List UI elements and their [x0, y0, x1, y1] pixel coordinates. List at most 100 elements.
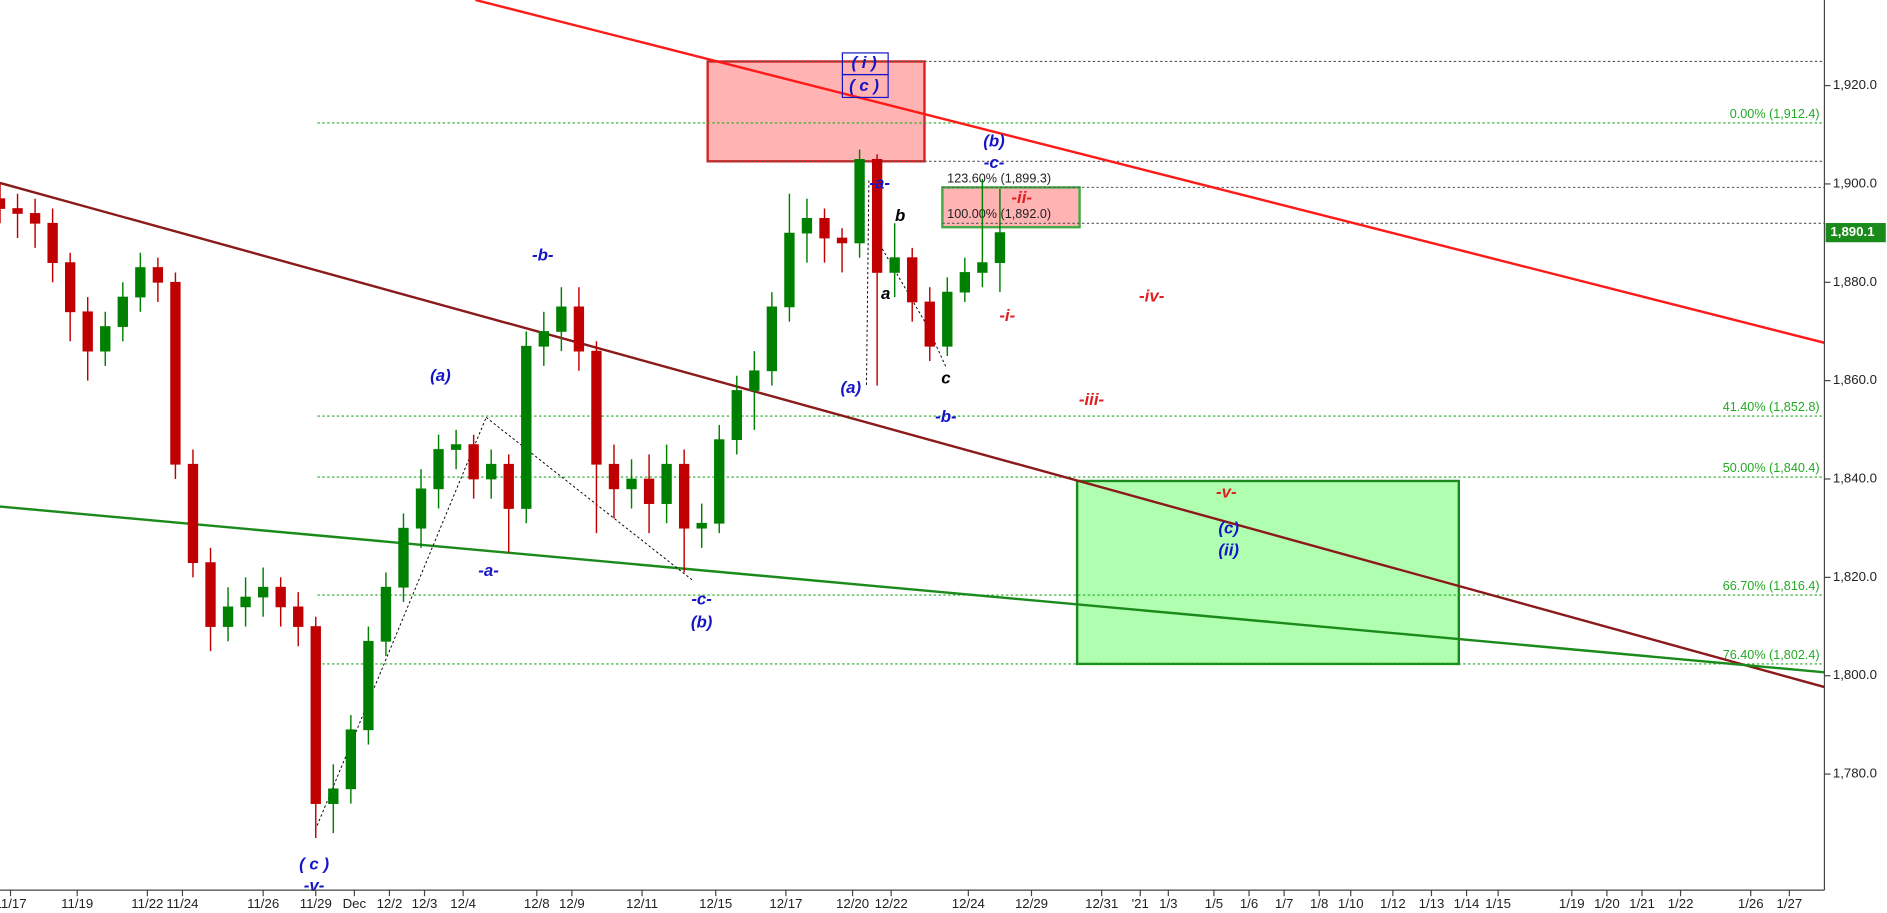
- zone: [941, 186, 1081, 229]
- candle-body: [222, 606, 234, 627]
- candle-body: [415, 488, 427, 529]
- candle-body: [345, 729, 357, 790]
- wave-label: ( c ): [849, 76, 879, 95]
- x-tick-label: 11/17: [0, 896, 27, 911]
- x-tick-label: 11/24: [166, 896, 198, 911]
- candle-body: [521, 345, 532, 509]
- wave-label: (a): [430, 366, 451, 385]
- wave-guides: [314, 52, 947, 831]
- x-tick-label: 1/3: [1159, 896, 1177, 911]
- candle-body: [468, 444, 479, 480]
- candle-body: [854, 158, 865, 244]
- level-label: 66.70% (1,816.4): [1723, 579, 1820, 593]
- x-tick-label: 1/20: [1594, 896, 1620, 911]
- candle-body: [907, 257, 918, 303]
- x-tick-label: 11/22: [131, 896, 163, 911]
- candle-body: [801, 217, 813, 234]
- candle-body: [152, 267, 164, 283]
- level-label: 100.00% (1,892.0): [947, 207, 1051, 221]
- candle-body: [82, 311, 93, 352]
- candle-body: [486, 463, 497, 480]
- guide-line: [485, 417, 693, 581]
- wave-label: -b-: [532, 246, 554, 265]
- candle-body: [836, 237, 848, 244]
- x-tick-label: 12/4: [450, 896, 476, 911]
- candle-body: [117, 296, 128, 327]
- candle-body: [643, 478, 655, 504]
- candle-body: [977, 262, 988, 273]
- candle-body: [678, 463, 690, 529]
- wave-box: [841, 73, 889, 99]
- candle-body: [170, 281, 181, 465]
- candle-body: [12, 208, 23, 214]
- x-tick-label: 1/19: [1559, 896, 1585, 911]
- candle-body: [275, 586, 286, 608]
- wave-label: (b): [983, 131, 1005, 150]
- candle-body: [47, 222, 58, 263]
- candle-body: [135, 267, 146, 298]
- zone: [1075, 479, 1461, 666]
- trendline: [0, 181, 1825, 689]
- wave-label: -v-: [304, 876, 325, 895]
- level-label: 41.40% (1,852.8): [1723, 400, 1820, 414]
- candle-body: [661, 463, 672, 504]
- x-tick-label: 11/26: [247, 896, 279, 911]
- wave-label: -c-: [691, 590, 712, 609]
- zones: [706, 60, 1461, 666]
- x-tick-label: 1/10: [1338, 896, 1364, 911]
- wave-label: (c): [1218, 519, 1239, 538]
- x-tick-label: 1/5: [1205, 896, 1223, 911]
- x-tick-label: 12/24: [952, 896, 985, 911]
- candle-body: [0, 198, 6, 209]
- candle-body: [994, 232, 1006, 263]
- candle-body: [363, 640, 374, 731]
- x-tick-label: 1/7: [1275, 896, 1293, 911]
- wave-label: -c-: [984, 153, 1005, 172]
- trendlines: [0, 0, 1825, 689]
- wave-label: -ii-: [1011, 188, 1032, 207]
- candles: [0, 149, 1006, 839]
- wave-label: (b): [691, 613, 713, 632]
- x-tick-label: 12/9: [559, 896, 585, 911]
- level-label: 0.00% (1,912.4): [1730, 107, 1820, 121]
- last-price-label: 1,890.1: [1830, 224, 1874, 239]
- candle-body: [573, 306, 585, 352]
- candle-body: [29, 213, 41, 224]
- x-tick-label: 1/14: [1454, 896, 1480, 911]
- x-tick-label: 1/8: [1310, 896, 1328, 911]
- x-tick-label: 1/21: [1629, 896, 1655, 911]
- wave-label: -i-: [999, 306, 1015, 325]
- level-label: 123.60% (1,899.3): [947, 171, 1051, 185]
- candle-body: [503, 463, 514, 509]
- y-tick-label: 1,900.0: [1833, 175, 1877, 190]
- x-tick-label: Dec: [343, 896, 367, 911]
- candle-body: [293, 606, 304, 627]
- candle-body: [556, 306, 567, 332]
- y-tick-label: 1,800.0: [1833, 667, 1877, 682]
- level-label: 76.40% (1,802.4): [1723, 648, 1820, 662]
- candle-body: [749, 370, 760, 391]
- x-tick-label: 1/15: [1485, 896, 1511, 911]
- levels: 123.60% (1,899.3) 100.00% (1,892.0) 0.00% …: [317, 60, 1825, 665]
- y-tick-label: 1,860.0: [1833, 372, 1877, 387]
- x-tick-label: '21: [1132, 896, 1149, 911]
- guide-line: [314, 417, 487, 831]
- trendline: [0, 505, 1825, 674]
- candle-body: [205, 562, 216, 627]
- zone: [706, 60, 926, 163]
- candle-body: [257, 586, 269, 598]
- candle-body: [942, 291, 953, 347]
- candle-body: [240, 596, 251, 608]
- guide-line: [865, 180, 870, 385]
- x-tick-label: 12/31: [1085, 896, 1118, 911]
- candle-body: [731, 390, 742, 441]
- x-tick-label: 12/8: [524, 896, 550, 911]
- candle-body: [187, 463, 199, 563]
- candle-body: [889, 257, 900, 273]
- wave-label: (ii): [1218, 540, 1239, 559]
- x-tick-label: 12/22: [875, 896, 908, 911]
- candle-body: [310, 626, 321, 804]
- candle-body: [398, 527, 409, 588]
